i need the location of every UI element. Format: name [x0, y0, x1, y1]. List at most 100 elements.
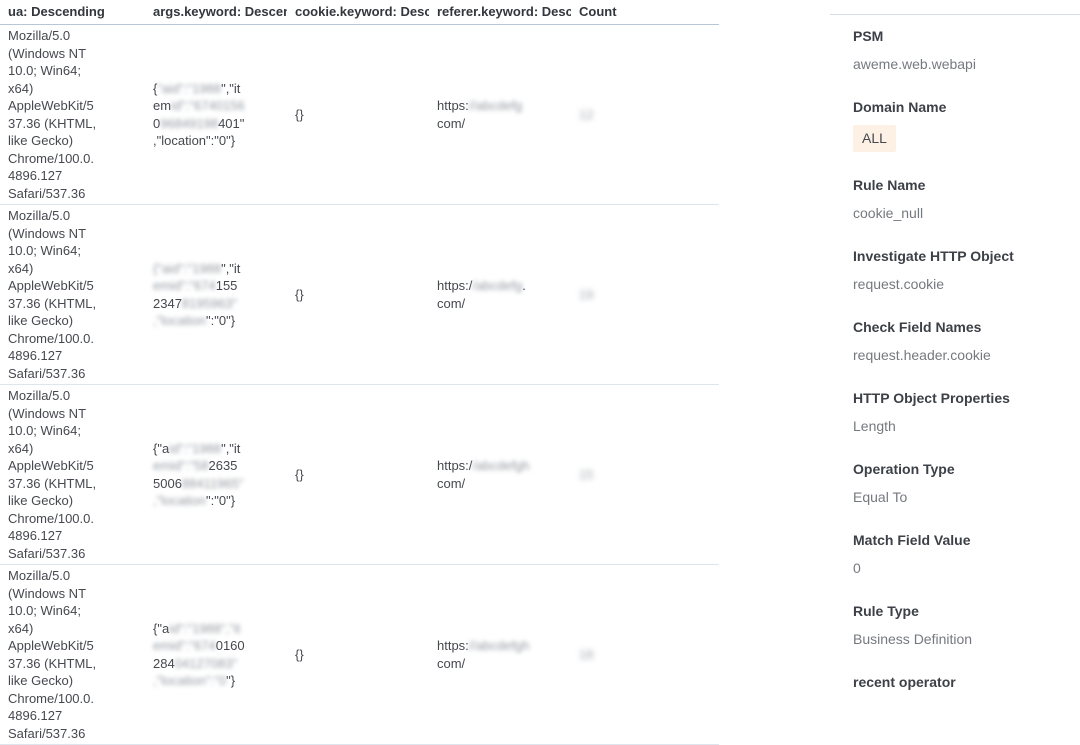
field-label: Investigate HTTP Object [853, 248, 1014, 264]
column-header-ua[interactable]: ua: Descending [0, 0, 145, 25]
text-line: ,"location":"0"} [153, 492, 279, 510]
text-line: {"aid":"1988","it [153, 80, 279, 98]
redacted-text: id":"1988","it [169, 620, 241, 636]
field-label: Check Field Names [853, 319, 982, 335]
args-cell: {"aid":"1988","it emid":"6740156 096849198… [145, 24, 287, 205]
redacted-text: {"aid":"1988 [153, 260, 222, 276]
ua-cell: Mozilla/5.0 (Windows NT 10.0; Win64; x64… [0, 564, 145, 745]
text-line: emid":"6740156 [153, 97, 279, 115]
column-header-args[interactable]: args.keyword: Descen... [145, 0, 287, 25]
redacted-text: //abcdefg [468, 98, 523, 113]
text-segment: com/ [437, 475, 466, 491]
text-segment: ","it [221, 440, 241, 456]
redacted-text: ,"location [153, 313, 207, 328]
redacted-text: "aid":"1988 [157, 80, 222, 96]
text-line: com/ [437, 655, 563, 673]
table-row: Mozilla/5.0 (Windows NT 10.0; Win64; x64… [0, 384, 719, 565]
field-label: Operation Type [853, 461, 955, 477]
field-http-object-properties: HTTP Object Properties Length [853, 388, 1070, 436]
text-segment: . [522, 278, 526, 293]
results-table: ua: Descending args.keyword: Descen... coo… [0, 0, 719, 745]
redacted-count: 19 [579, 286, 594, 302]
table-header-row: ua: Descending args.keyword: Descen... coo… [0, 0, 719, 25]
text-segment: ","it [221, 80, 241, 96]
text-line: ,"location":"0"} [153, 132, 279, 150]
text-line: 23478195963" [153, 295, 279, 313]
column-header-count[interactable]: Count [571, 0, 719, 25]
text-segment: 155 [215, 278, 238, 293]
redacted-text: 04127083" [174, 655, 238, 671]
field-value: request.header.cookie [853, 347, 991, 363]
field-investigate-http-object: Investigate HTTP Object request.cookie [853, 246, 1070, 294]
redacted-text: id":"1988 [169, 440, 222, 456]
text-line: com/ [437, 295, 563, 313]
text-line: {"aid":"1988","it [153, 440, 279, 458]
text-segment: ":"0"} [206, 493, 236, 508]
text-line: com/ [437, 115, 563, 133]
field-rule-name: Rule Name cookie_null [853, 175, 1070, 223]
field-label: HTTP Object Properties [853, 390, 1010, 406]
field-value: 0 [853, 560, 861, 576]
count-cell: 15 [571, 384, 719, 565]
redacted-text: /abcdefgh [472, 458, 530, 473]
column-header-referer[interactable]: referer.keyword: Desc... [429, 0, 571, 25]
redacted-text: ,"location":"0 [153, 673, 227, 688]
field-label: Rule Name [853, 177, 926, 193]
field-label: Rule Type [853, 603, 919, 619]
referer-cell: https://abcdefg com/ [429, 24, 571, 205]
text-line: 28404127083" [153, 655, 279, 673]
text-segment: ,"location":"0"} [153, 133, 236, 148]
table-row: Mozilla/5.0 (Windows NT 10.0; Win64; x64… [0, 204, 719, 385]
redacted-text: emid":"674 [153, 638, 216, 653]
text-segment: 5006 [153, 475, 182, 491]
text-segment: { [153, 80, 158, 96]
redacted-text: /abcdefg [472, 278, 523, 293]
table-row: Mozilla/5.0 (Windows NT 10.0; Win64; x64… [0, 24, 719, 205]
redacted-text: 88411965" [181, 475, 244, 491]
text-line: emid":"582635 [153, 457, 279, 475]
text-line: {"aid":"1988","it [153, 620, 279, 638]
args-cell: {"aid":"1988","it emid":"582635 5006884119… [145, 384, 287, 565]
text-line: https://abcdefg. [437, 277, 563, 295]
referer-cell: https://abcdefgh com/ [429, 564, 571, 745]
text-line: {"aid":"1988","it [153, 260, 279, 278]
field-match-field-value: Match Field Value 0 [853, 530, 1070, 578]
text-line: https://abcdefgh [437, 457, 563, 475]
text-line: https://abcdefg [437, 97, 563, 115]
redacted-text: //abcdefgh [468, 638, 530, 653]
field-value: Equal To [853, 489, 908, 505]
count-cell: 19 [571, 204, 719, 385]
text-line: 500688411965" [153, 475, 279, 493]
text-segment: "} [226, 673, 236, 688]
redacted-count: 15 [579, 466, 594, 482]
column-header-cookie[interactable]: cookie.keyword: Desc... [287, 0, 429, 25]
redacted-text: emid":"58 [153, 458, 209, 473]
field-check-field-names: Check Field Names request.header.cookie [853, 317, 1070, 365]
text-line: emid":"674155 [153, 277, 279, 295]
text-segment: {"a [153, 440, 170, 456]
text-segment: {"a [153, 620, 170, 636]
redacted-text: emid":"674 [153, 278, 216, 293]
field-label: PSM [853, 28, 884, 44]
field-recent-operator: recent operator [853, 672, 1070, 692]
cookie-cell: {} [287, 24, 429, 205]
field-psm: PSM aweme.web.webapi [853, 26, 1070, 74]
text-segment: em [153, 98, 172, 113]
redacted-text: ,"location [153, 493, 207, 508]
redacted-count: 12 [579, 106, 594, 122]
text-segment: https: [437, 638, 469, 653]
field-value: cookie_null [853, 205, 924, 221]
text-line: com/ [437, 475, 563, 493]
text-line: https://abcdefgh [437, 637, 563, 655]
redacted-text: 96849198 [160, 115, 219, 131]
field-label: recent operator [853, 674, 956, 690]
text-segment: ":"0"} [206, 313, 236, 328]
referer-cell: https://abcdefg. com/ [429, 204, 571, 385]
text-line: emid":"6740160 [153, 637, 279, 655]
referer-cell: https://abcdefgh com/ [429, 384, 571, 565]
cookie-cell: {} [287, 564, 429, 745]
text-segment: 2347 [153, 295, 182, 311]
field-domain-name: Domain Name ALL [853, 97, 1070, 152]
redacted-text: 8195963" [181, 295, 238, 311]
cookie-cell: {} [287, 384, 429, 565]
